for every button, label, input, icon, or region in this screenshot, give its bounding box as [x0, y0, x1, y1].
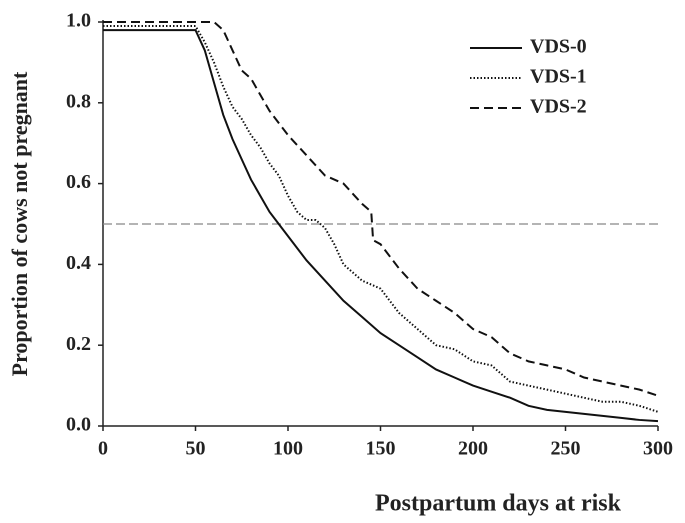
legend-label: VDS-2 — [530, 96, 587, 118]
y-axis-label: Proportion of cows not pregnant — [7, 71, 32, 376]
y-tick-label: 0.8 — [66, 90, 91, 112]
y-tick-label: 0.4 — [66, 252, 91, 274]
series-line — [103, 21, 659, 397]
y-tick-label: 1.0 — [66, 10, 91, 32]
x-tick-label: 100 — [273, 438, 303, 460]
x-tick-label: 200 — [458, 438, 488, 460]
legend-label: VDS-1 — [530, 66, 587, 88]
y-tick-label: 0.0 — [66, 414, 91, 436]
x-tick-label: 0 — [98, 438, 108, 460]
x-axis-label: Postpartum days at risk — [375, 491, 622, 517]
x-tick-label: 150 — [366, 438, 396, 460]
y-tick-label: 0.2 — [66, 333, 91, 355]
x-tick-label: 250 — [551, 438, 581, 460]
x-tick-label: 50 — [186, 438, 206, 460]
legend-label: VDS-0 — [530, 36, 587, 58]
x-tick-label: 300 — [643, 438, 673, 460]
y-tick-label: 0.6 — [66, 171, 91, 193]
series-line — [103, 29, 659, 423]
